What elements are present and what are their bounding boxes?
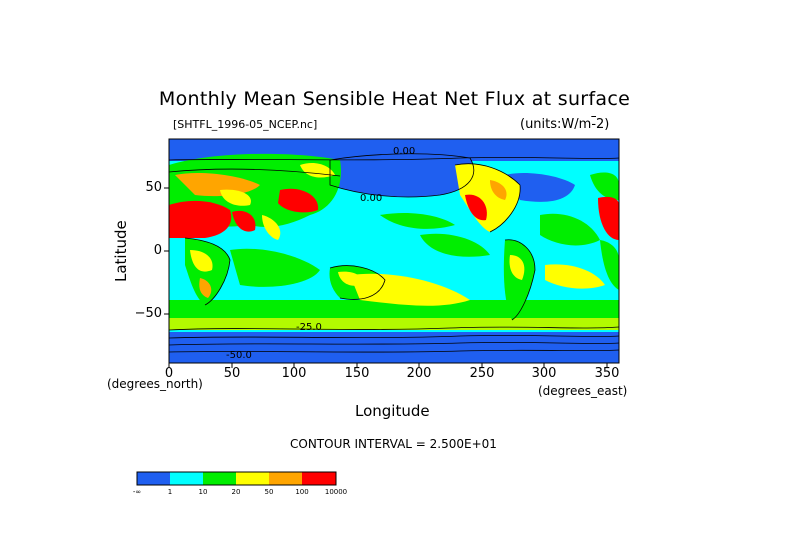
axis-ticks	[164, 187, 608, 368]
colorbar-label: 100	[295, 488, 309, 496]
file-label: [SHTFL_1996-05_NCEP.nc]	[173, 118, 318, 131]
y-axis-label: Latitude	[112, 220, 130, 282]
contour-interval: CONTOUR INTERVAL = 2.500E+01	[290, 437, 497, 451]
colorbar-label: 10	[198, 488, 208, 496]
colorbar-swatch-1	[170, 472, 203, 485]
colorbar-label: 10000	[324, 488, 348, 496]
x-axis-label: Longitude	[355, 402, 430, 420]
y-tick-label: −50	[134, 306, 162, 321]
colorbar	[136, 471, 337, 486]
page-title: Monthly Mean Sensible Heat Net Flux at s…	[158, 88, 631, 110]
units-label: (units:W/m-2)	[520, 117, 610, 132]
x-units-label: (degrees_east)	[538, 384, 628, 398]
colorbar-swatch-3	[236, 472, 269, 485]
x-tick-label: 150	[344, 366, 370, 381]
colorbar-swatch-0	[137, 472, 170, 485]
colorbar-label: 50	[264, 488, 274, 496]
sensible-heat-field	[169, 139, 619, 363]
contour-label: -25.0	[296, 322, 322, 333]
contour-label: 0.00	[393, 146, 416, 157]
colorbar-swatch-4	[269, 472, 302, 485]
x-tick-label: 350	[594, 366, 620, 381]
colorbar-label: 1	[167, 488, 173, 496]
x-tick-label: 300	[531, 366, 557, 381]
x-tick-label: 100	[281, 366, 307, 381]
colorbar-label: -∞	[132, 488, 142, 496]
x-tick-label: 250	[469, 366, 495, 381]
colorbar-swatch-5	[302, 472, 336, 485]
y-tick-label: 50	[145, 180, 162, 195]
colorbar-swatch-2	[203, 472, 236, 485]
y-tick-label: 0	[153, 243, 162, 258]
colorbar-label: 20	[231, 488, 241, 496]
y-units-label: (degrees_north)	[107, 377, 203, 391]
contour-label: 0.00	[360, 193, 383, 204]
contour-label: -50.0	[226, 350, 252, 361]
x-tick-label: 50	[223, 366, 241, 381]
x-tick-label: 0	[164, 366, 174, 381]
x-tick-label: 200	[406, 366, 432, 381]
